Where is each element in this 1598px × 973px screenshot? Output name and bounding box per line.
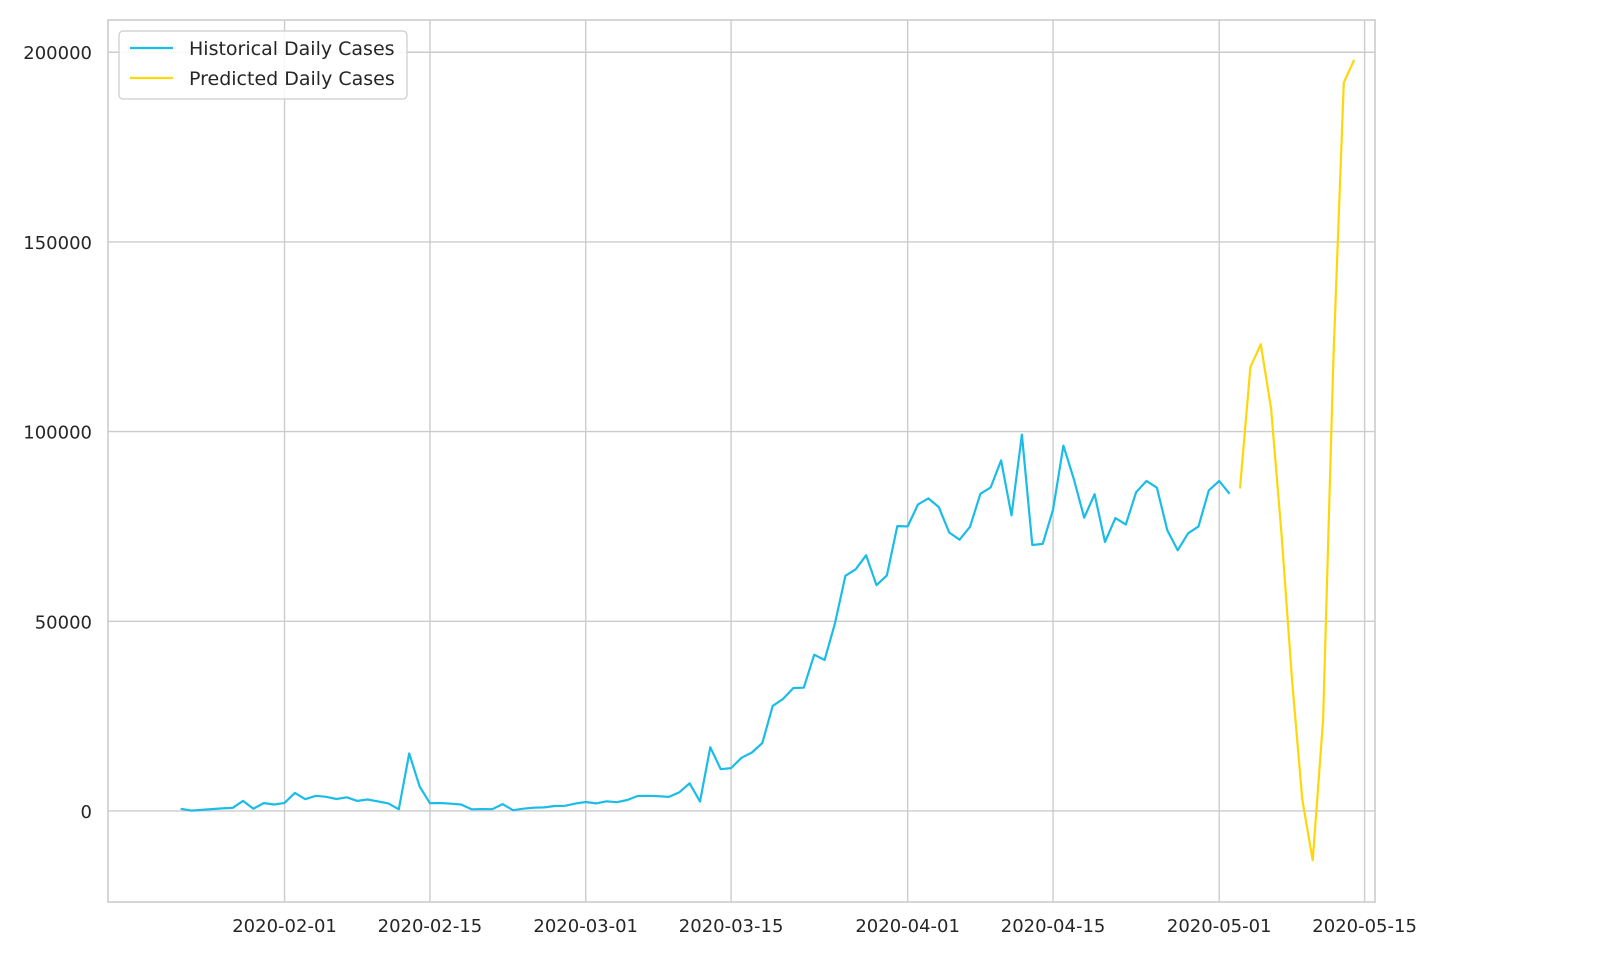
x-tick-label: 2020-05-01	[1167, 916, 1272, 937]
series-line-historical	[180, 433, 1231, 812]
series-layer	[180, 59, 1356, 862]
plot-frame	[107, 19, 1376, 903]
y-tick-label: 200000	[23, 43, 92, 64]
x-tick-label: 2020-04-01	[855, 916, 960, 937]
x-tick-label: 2020-02-01	[232, 916, 337, 937]
series-line-predicted	[1238, 59, 1356, 862]
x-tick-label: 2020-04-15	[1001, 916, 1106, 937]
legend-label-predicted: Predicted Daily Cases	[189, 68, 395, 90]
legend-box	[118, 30, 408, 100]
y-tick-label: 50000	[35, 612, 92, 633]
legend: Historical Daily Cases Predicted Daily C…	[118, 30, 408, 100]
x-axis-tick-labels: 2020-02-01 2020-02-15 2020-03-01 2020-03-15…	[232, 916, 1417, 937]
y-axis-tick-labels: 0 50000 100000 150000 200000	[23, 43, 92, 823]
y-tick-label: 100000	[23, 423, 92, 444]
grid-layer	[108, 20, 1375, 902]
y-tick-label: 150000	[23, 233, 92, 254]
x-tick-label: 2020-02-15	[378, 916, 483, 937]
legend-label-historical: Historical Daily Cases	[189, 38, 395, 60]
y-tick-label: 0	[81, 802, 92, 823]
x-tick-label: 2020-03-15	[679, 916, 784, 937]
x-tick-label: 2020-03-01	[533, 916, 638, 937]
x-tick-label: 2020-05-15	[1312, 916, 1417, 937]
